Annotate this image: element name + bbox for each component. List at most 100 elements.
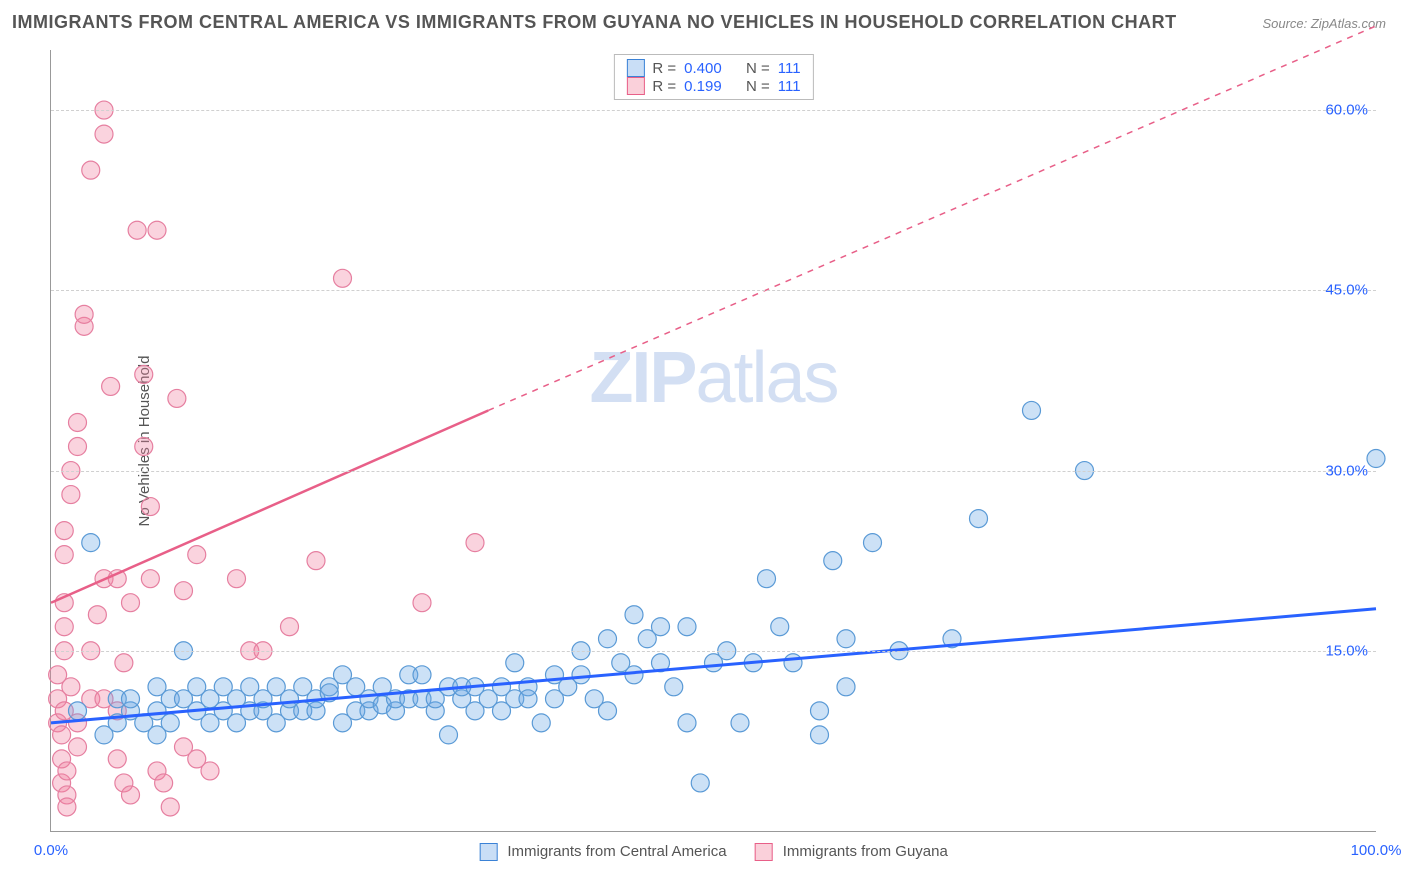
swatch-blue-icon [479, 843, 497, 861]
data-point [135, 438, 153, 456]
data-point [506, 654, 524, 672]
data-point [970, 510, 988, 528]
data-point [784, 654, 802, 672]
data-point [678, 618, 696, 636]
data-point [161, 798, 179, 816]
data-point [135, 365, 153, 383]
data-point [771, 618, 789, 636]
data-point [731, 714, 749, 732]
data-point [440, 726, 458, 744]
scatter-svg [51, 50, 1376, 831]
data-point [102, 377, 120, 395]
legend-row-blue: R = 0.400 N = 111 [626, 59, 800, 77]
plot-area: No Vehicles in Household ZIPatlas R = 0.… [50, 50, 1376, 832]
swatch-blue-icon [626, 59, 644, 77]
data-point [69, 702, 87, 720]
data-point [201, 762, 219, 780]
data-point [678, 714, 696, 732]
data-point [53, 726, 71, 744]
data-point [155, 774, 173, 792]
data-point [62, 486, 80, 504]
data-point [62, 678, 80, 696]
gridline [51, 290, 1376, 291]
r-value-pink: 0.199 [684, 78, 722, 95]
data-point [652, 618, 670, 636]
data-point [837, 630, 855, 648]
source-label: Source: ZipAtlas.com [1262, 16, 1386, 31]
data-point [188, 546, 206, 564]
data-point [168, 389, 186, 407]
data-point [1367, 450, 1385, 468]
y-tick-label: 45.0% [1325, 282, 1368, 299]
data-point [148, 221, 166, 239]
data-point [307, 552, 325, 570]
data-point [69, 413, 87, 431]
n-label: N = [746, 78, 770, 95]
data-point [532, 714, 550, 732]
data-point [572, 666, 590, 684]
data-point [466, 534, 484, 552]
data-point [281, 618, 299, 636]
data-point [519, 690, 537, 708]
data-point [55, 522, 73, 540]
r-value-blue: 0.400 [684, 60, 722, 77]
y-tick-label: 30.0% [1325, 462, 1368, 479]
legend-correlation: R = 0.400 N = 111 R = 0.199 N = 111 [613, 54, 813, 100]
data-point [625, 606, 643, 624]
data-point [108, 750, 126, 768]
n-value-blue: 111 [778, 60, 801, 77]
data-point [228, 570, 246, 588]
legend-item-blue: Immigrants from Central America [479, 843, 726, 861]
data-point [82, 161, 100, 179]
data-point [88, 606, 106, 624]
data-point [1023, 401, 1041, 419]
n-label: N = [746, 60, 770, 77]
n-value-pink: 111 [778, 78, 801, 95]
data-point [115, 654, 133, 672]
legend-item-pink: Immigrants from Guyana [755, 843, 948, 861]
legend-label-pink: Immigrants from Guyana [783, 843, 948, 860]
x-tick-label: 100.0% [1351, 842, 1402, 859]
data-point [82, 534, 100, 552]
x-tick-label: 0.0% [34, 842, 68, 859]
swatch-pink-icon [755, 843, 773, 861]
y-tick-label: 15.0% [1325, 642, 1368, 659]
data-point [864, 534, 882, 552]
data-point [122, 594, 140, 612]
data-point [625, 666, 643, 684]
data-point [128, 221, 146, 239]
r-label: R = [652, 78, 676, 95]
data-point [141, 498, 159, 516]
data-point [413, 594, 431, 612]
data-point [75, 305, 93, 323]
data-point [122, 786, 140, 804]
data-point [122, 690, 140, 708]
data-point [55, 546, 73, 564]
legend-label-blue: Immigrants from Central America [507, 843, 726, 860]
gridline [51, 651, 1376, 652]
data-point [334, 269, 352, 287]
data-point [58, 798, 76, 816]
data-point [599, 630, 617, 648]
data-point [58, 762, 76, 780]
data-point [175, 582, 193, 600]
data-point [161, 714, 179, 732]
data-point [758, 570, 776, 588]
y-tick-label: 60.0% [1325, 102, 1368, 119]
r-label: R = [652, 60, 676, 77]
data-point [141, 570, 159, 588]
swatch-pink-icon [626, 77, 644, 95]
data-point [665, 678, 683, 696]
data-point [811, 702, 829, 720]
data-point [95, 125, 113, 143]
data-point [691, 774, 709, 792]
data-point [811, 726, 829, 744]
data-point [55, 618, 73, 636]
data-point [413, 666, 431, 684]
legend-row-pink: R = 0.199 N = 111 [626, 77, 800, 95]
legend-series: Immigrants from Central America Immigran… [479, 843, 948, 861]
data-point [837, 678, 855, 696]
data-point [599, 702, 617, 720]
chart-title: IMMIGRANTS FROM CENTRAL AMERICA VS IMMIG… [12, 12, 1177, 33]
gridline [51, 110, 1376, 111]
